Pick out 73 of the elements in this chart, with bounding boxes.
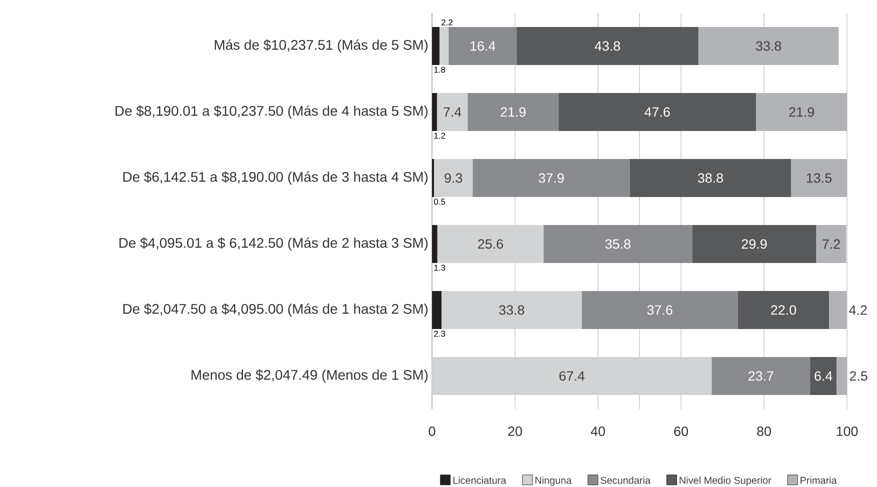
- bar: [756, 93, 848, 132]
- bar: [829, 291, 847, 330]
- bar: [436, 93, 468, 132]
- bar: [434, 159, 473, 198]
- data-label: 6.4: [814, 371, 832, 381]
- bar: [468, 93, 559, 132]
- data-label: 1.2: [434, 132, 446, 139]
- data-label: 13.5: [806, 173, 832, 183]
- bar: [448, 27, 517, 66]
- y-tick-label: De $4,095.01 a $ 6,142.50 (Más de 2 hasta 3 SM): [119, 237, 428, 251]
- data-label: 22.0: [771, 305, 796, 315]
- bar: [432, 27, 440, 66]
- x-tick-label: 100: [836, 426, 858, 436]
- bar: [558, 93, 756, 132]
- x-tick-label: 60: [674, 426, 688, 436]
- bar: [816, 225, 846, 264]
- data-label: 37.6: [647, 305, 672, 315]
- x-tick-label: 0: [428, 426, 436, 436]
- data-label: 0.5: [434, 198, 446, 205]
- data-label: 37.9: [538, 173, 564, 183]
- data-label: 35.8: [605, 239, 630, 249]
- data-label: 43.8: [594, 41, 620, 51]
- data-label: 33.8: [756, 41, 782, 51]
- bar: [738, 291, 830, 330]
- legend-label: Licenciatura: [453, 476, 506, 484]
- data-label: 1.8: [434, 66, 446, 73]
- bar: [582, 291, 738, 330]
- data-label: 2.5: [850, 371, 868, 381]
- bar: [698, 27, 839, 66]
- data-label: 67.4: [559, 371, 585, 381]
- data-label: 21.9: [789, 107, 814, 117]
- x-tick-label: 80: [757, 426, 771, 436]
- data-label: 25.6: [478, 239, 504, 249]
- data-label: 2.2: [442, 19, 453, 26]
- data-label: 33.8: [499, 305, 524, 315]
- bar: [439, 27, 449, 66]
- bar: [442, 291, 582, 330]
- data-label: 21.9: [500, 107, 526, 117]
- bar: [836, 356, 848, 396]
- bar: [630, 159, 791, 198]
- y-tick-label: Más de $10,237.51 (Más de 5 SM): [214, 39, 428, 53]
- data-label: 47.6: [644, 107, 670, 117]
- bar: [712, 356, 810, 396]
- bar: [472, 159, 630, 198]
- bar: [692, 225, 816, 264]
- legend-label: Ninguna: [535, 476, 572, 486]
- y-tick-label: De $8,190.01 a $10,237.50 (Más de 4 hasta 5 SM): [116, 105, 428, 119]
- data-label: 38.8: [698, 173, 723, 183]
- data-label: 4.2: [849, 305, 867, 315]
- data-label: 16.4: [470, 41, 496, 51]
- data-label: 23.7: [748, 371, 774, 381]
- x-tick-label: 20: [508, 426, 522, 436]
- y-tick-label: De $2,047.50 a $4,095.00 (Más de 1 hasta 2 SM): [123, 303, 428, 317]
- data-label: 29.9: [742, 239, 767, 249]
- legend-label: Secundaria: [600, 476, 651, 484]
- bar: [810, 356, 837, 396]
- data-label: 1.3: [434, 264, 446, 271]
- legend-label: Nivel Medio Superior: [680, 476, 772, 486]
- bar: [437, 225, 544, 264]
- data-label: 7.4: [444, 107, 462, 117]
- bar: [544, 225, 692, 264]
- bar: [790, 159, 848, 198]
- bar: [432, 225, 438, 264]
- bar: [516, 27, 698, 66]
- y-tick-label: Menos de $2,047.49 (Menos de 1 SM): [192, 369, 428, 383]
- data-label: 9.3: [444, 173, 462, 183]
- y-tick-label: De $6,142.51 a $8,190.00 (Más de 3 hasta 4 SM): [123, 171, 428, 185]
- legend-label: Primaria: [800, 476, 837, 484]
- x-tick-label: 40: [590, 426, 605, 436]
- data-label: 2.3: [434, 330, 446, 337]
- bar: [432, 291, 442, 330]
- bar: [432, 93, 437, 132]
- data-label: 7.2: [822, 239, 840, 249]
